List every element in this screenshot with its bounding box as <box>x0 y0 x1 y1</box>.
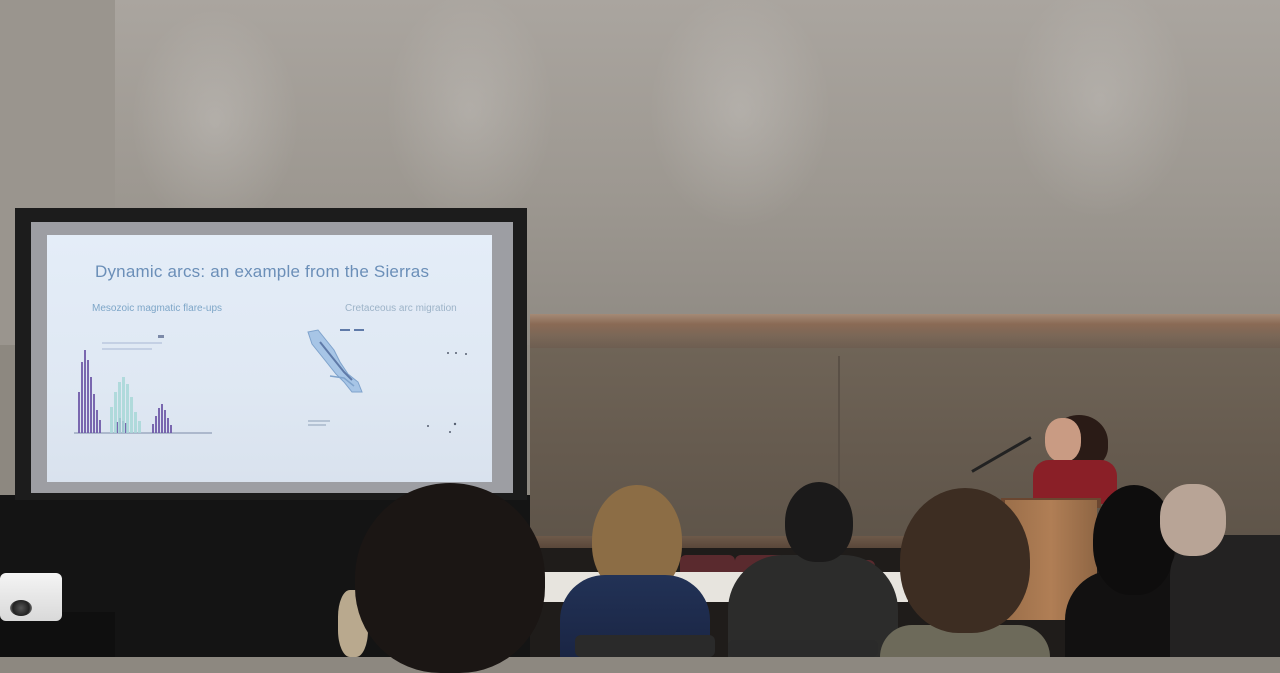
chair-back <box>575 635 715 657</box>
audience-member-head <box>900 488 1030 633</box>
slide-subtitle-left: Mesozoic magmatic flare-ups <box>92 303 223 314</box>
speaker-face <box>1045 418 1081 462</box>
audience-member-head <box>1160 484 1226 556</box>
projector <box>0 573 62 621</box>
histogram-figure <box>74 335 212 434</box>
speaker-jacket <box>1033 460 1117 504</box>
audience-member-head <box>355 483 545 673</box>
projector-lens <box>10 600 32 616</box>
chair-back <box>728 640 878 657</box>
slide-title: Dynamic arcs: an example from the Sierra… <box>95 262 430 281</box>
projected-slide <box>47 235 492 482</box>
audience-member-head <box>785 482 853 562</box>
chair <box>680 555 735 577</box>
slide-subtitle-right: Cretaceous arc migration <box>345 303 457 314</box>
map-figure <box>307 329 467 433</box>
chair-rail <box>530 314 1280 348</box>
wainscot-seam <box>838 356 840 536</box>
